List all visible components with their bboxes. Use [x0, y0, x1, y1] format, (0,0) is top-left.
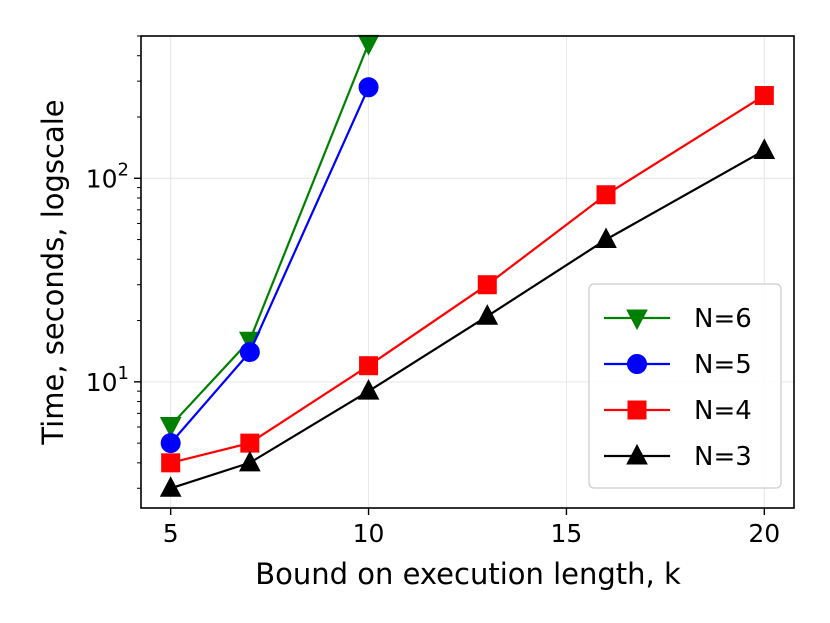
data-point	[477, 275, 497, 295]
y-axis-title: Time, seconds, logscale	[36, 99, 70, 445]
data-point	[754, 86, 774, 106]
x-tick-label: 15	[551, 519, 583, 548]
series-line	[170, 149, 765, 490]
legend-marker	[626, 443, 648, 465]
data-point	[160, 433, 181, 454]
legend: N=6 N=5 N=4 N=3	[588, 283, 782, 489]
legend-label: N=4	[694, 396, 752, 426]
data-point	[358, 77, 379, 98]
legend-entry: N=3	[604, 442, 752, 472]
data-point	[159, 417, 182, 438]
data-point	[753, 138, 776, 159]
series-n-6	[159, 34, 380, 438]
legend-label: N=5	[694, 350, 752, 380]
legend-marker	[626, 309, 648, 331]
data-point	[595, 227, 617, 249]
data-point	[159, 476, 182, 497]
x-tick-label: 10	[353, 519, 385, 548]
legend-entry: N=5	[604, 350, 752, 380]
data-point	[239, 342, 260, 363]
series-n-3	[159, 138, 776, 497]
data-point	[357, 379, 380, 400]
y-tick-label: 102	[86, 159, 129, 193]
data-point	[359, 356, 379, 376]
data-point	[240, 433, 260, 453]
x-tick-label: 5	[163, 519, 179, 548]
legend-marker	[627, 354, 647, 374]
plot-frame	[140, 35, 795, 509]
data-point	[239, 450, 261, 472]
y-tick-label: 101	[86, 363, 129, 397]
legend-marker	[627, 400, 647, 420]
legend-entry: N=4	[604, 396, 752, 426]
series-line	[169, 42, 370, 427]
series-n-5	[160, 77, 379, 454]
legend-entry: N=6	[604, 304, 752, 334]
x-tick-label: 20	[748, 519, 780, 548]
legend-box	[588, 283, 782, 489]
legend-label: N=3	[694, 442, 752, 472]
x-axis-title: Bound on execution length, k	[255, 557, 681, 591]
data-point	[476, 304, 499, 325]
series-line	[169, 86, 370, 444]
data-point	[161, 453, 181, 473]
data-point	[596, 185, 616, 205]
series-line	[170, 94, 765, 464]
series-n-4	[161, 86, 774, 473]
legend-label: N=6	[694, 304, 752, 334]
axis-ticks: 5 10 15 20 101 102	[86, 35, 780, 548]
data-point	[357, 34, 380, 56]
